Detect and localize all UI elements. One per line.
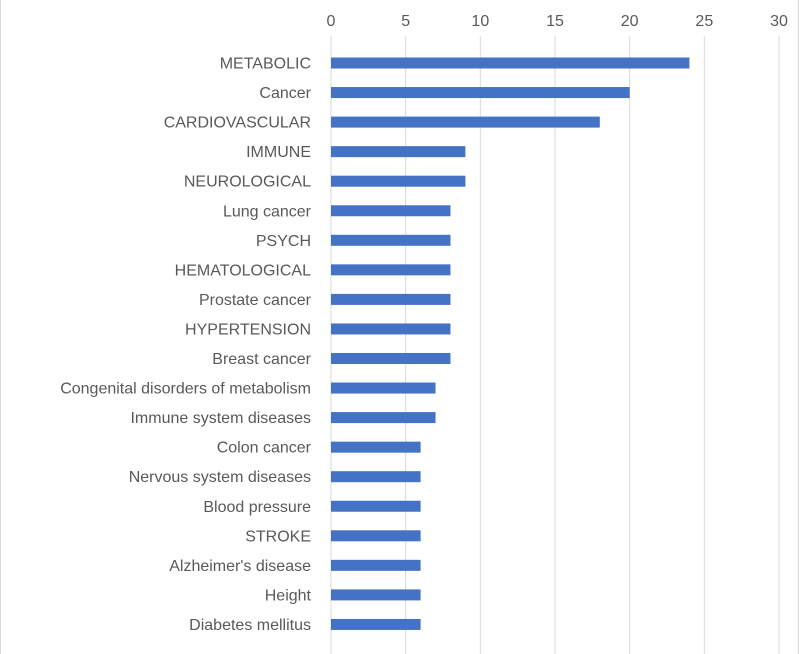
bar: [331, 57, 690, 69]
x-tick-label: 10: [471, 13, 489, 30]
bar: [331, 353, 451, 364]
bars: [331, 57, 690, 630]
category-label: Colon cancer: [217, 440, 312, 457]
category-label: Lung cancer: [223, 203, 312, 220]
category-label: CARDIOVASCULAR: [164, 115, 311, 132]
bar: [331, 559, 421, 571]
bar: [331, 471, 421, 483]
category-label: Cancer: [259, 85, 311, 102]
bar: [331, 293, 451, 305]
category-label: Breast cancer: [212, 351, 311, 368]
category-label: Alzheimer's disease: [169, 558, 311, 575]
bar: [331, 264, 451, 276]
bar: [331, 382, 436, 394]
category-label: IMMUNE: [246, 144, 311, 161]
bar: [331, 500, 421, 512]
x-tick-label: 5: [401, 13, 410, 30]
x-tick-label: 25: [695, 13, 713, 30]
category-labels: METABOLIC Cancer CARDIOVASCULAR IMMUNE NEURO…: [60, 56, 311, 634]
category-label: Diabetes mellitus: [189, 617, 311, 634]
category-label: HYPERTENSION: [185, 321, 311, 338]
x-tick-label: 15: [546, 13, 564, 30]
bar: [331, 87, 630, 99]
category-label: Prostate cancer: [199, 292, 312, 309]
bar: [331, 589, 421, 601]
bar: [331, 234, 451, 246]
category-label: METABOLIC: [220, 56, 311, 73]
x-tick-label: 0: [327, 13, 336, 30]
x-tick-label: 20: [621, 13, 639, 30]
bar: [331, 116, 600, 128]
category-label: Congenital disorders of metabolism: [60, 381, 311, 398]
category-label: Immune system diseases: [130, 410, 311, 427]
bar: [331, 323, 451, 335]
category-label: Height: [265, 587, 312, 604]
bar: [331, 146, 466, 158]
x-tick-label: 30: [770, 13, 788, 30]
category-label: Blood pressure: [203, 499, 311, 516]
category-label: Nervous system diseases: [129, 469, 311, 486]
bar: [331, 618, 421, 630]
gridlines: [330, 36, 780, 654]
bar: [331, 441, 421, 453]
bar: [331, 205, 451, 217]
bar: [331, 412, 436, 424]
bar: [331, 175, 466, 187]
x-tick-labels: 0 5 10 15 20 25 30: [327, 13, 788, 30]
category-label: STROKE: [245, 528, 311, 545]
bar: [331, 530, 421, 542]
category-label: NEUROLOGICAL: [184, 174, 311, 191]
category-label: PSYCH: [256, 233, 311, 250]
category-label: HEMATOLOGICAL: [175, 262, 311, 279]
